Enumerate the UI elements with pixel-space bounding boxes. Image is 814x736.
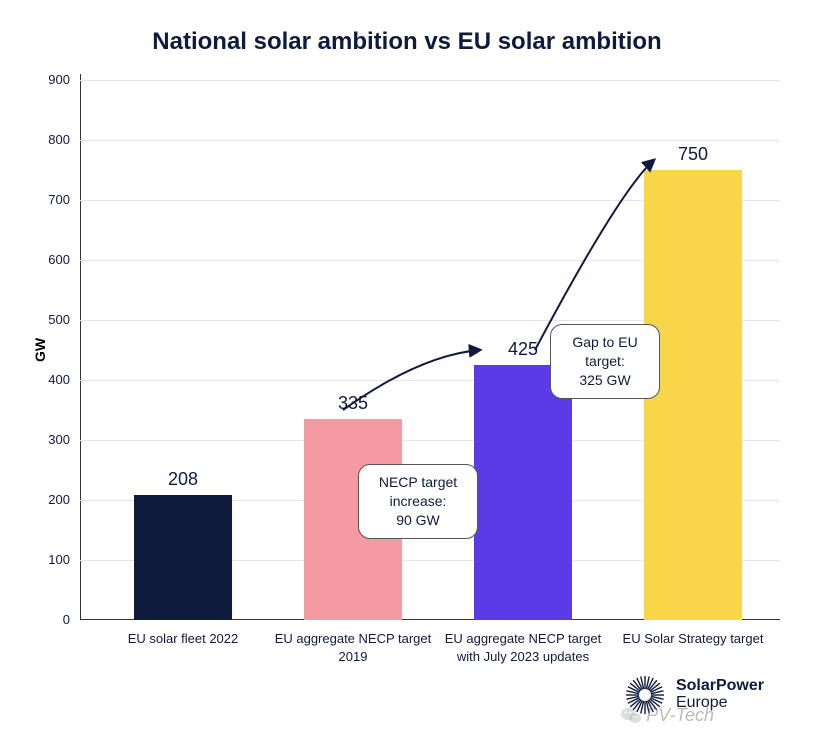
- y-tick-label: 200: [48, 492, 70, 507]
- chart-title: National solar ambition vs EU solar ambi…: [40, 28, 774, 56]
- bar-value-label: 425: [508, 339, 538, 360]
- y-tick-label: 300: [48, 432, 70, 447]
- logo-line1: SolarPower: [676, 677, 764, 694]
- bar-value-label: 335: [338, 393, 368, 414]
- bar: 208EU solar fleet 2022: [134, 495, 233, 620]
- y-tick-label: 700: [48, 192, 70, 207]
- y-tick-label: 100: [48, 552, 70, 567]
- watermark-text: PV-Tech: [646, 705, 714, 725]
- y-axis-line: [80, 74, 81, 620]
- gridline: [80, 140, 780, 141]
- y-tick-label: 500: [48, 312, 70, 327]
- bar-x-label: EU aggregate NECP target 2019: [273, 630, 433, 665]
- gridline: [80, 80, 780, 81]
- bar: 425EU aggregate NECP target with July 20…: [474, 365, 573, 620]
- y-tick-label: 400: [48, 372, 70, 387]
- bar-x-label: EU solar fleet 2022: [103, 630, 263, 648]
- annotation-callout: NECP target increase: 90 GW: [358, 464, 478, 539]
- bar: 750EU Solar Strategy target: [644, 170, 743, 620]
- bar-value-label: 750: [678, 144, 708, 165]
- wechat-icon: [620, 706, 642, 726]
- bar-x-label: EU aggregate NECP target with July 2023 …: [443, 630, 603, 665]
- bar-x-label: EU Solar Strategy target: [613, 630, 773, 648]
- annotation-callout: Gap to EU target: 325 GW: [550, 324, 660, 399]
- bar-value-label: 208: [168, 469, 198, 490]
- y-axis-label: GW: [32, 338, 48, 362]
- plot-area: GW 0100200300400500600700800900208EU sol…: [80, 80, 780, 620]
- chart-container: National solar ambition vs EU solar ambi…: [0, 0, 814, 736]
- y-tick-label: 800: [48, 132, 70, 147]
- y-tick-label: 0: [63, 612, 70, 627]
- watermark: PV-Tech: [620, 705, 714, 726]
- y-tick-label: 600: [48, 252, 70, 267]
- y-tick-label: 900: [48, 72, 70, 87]
